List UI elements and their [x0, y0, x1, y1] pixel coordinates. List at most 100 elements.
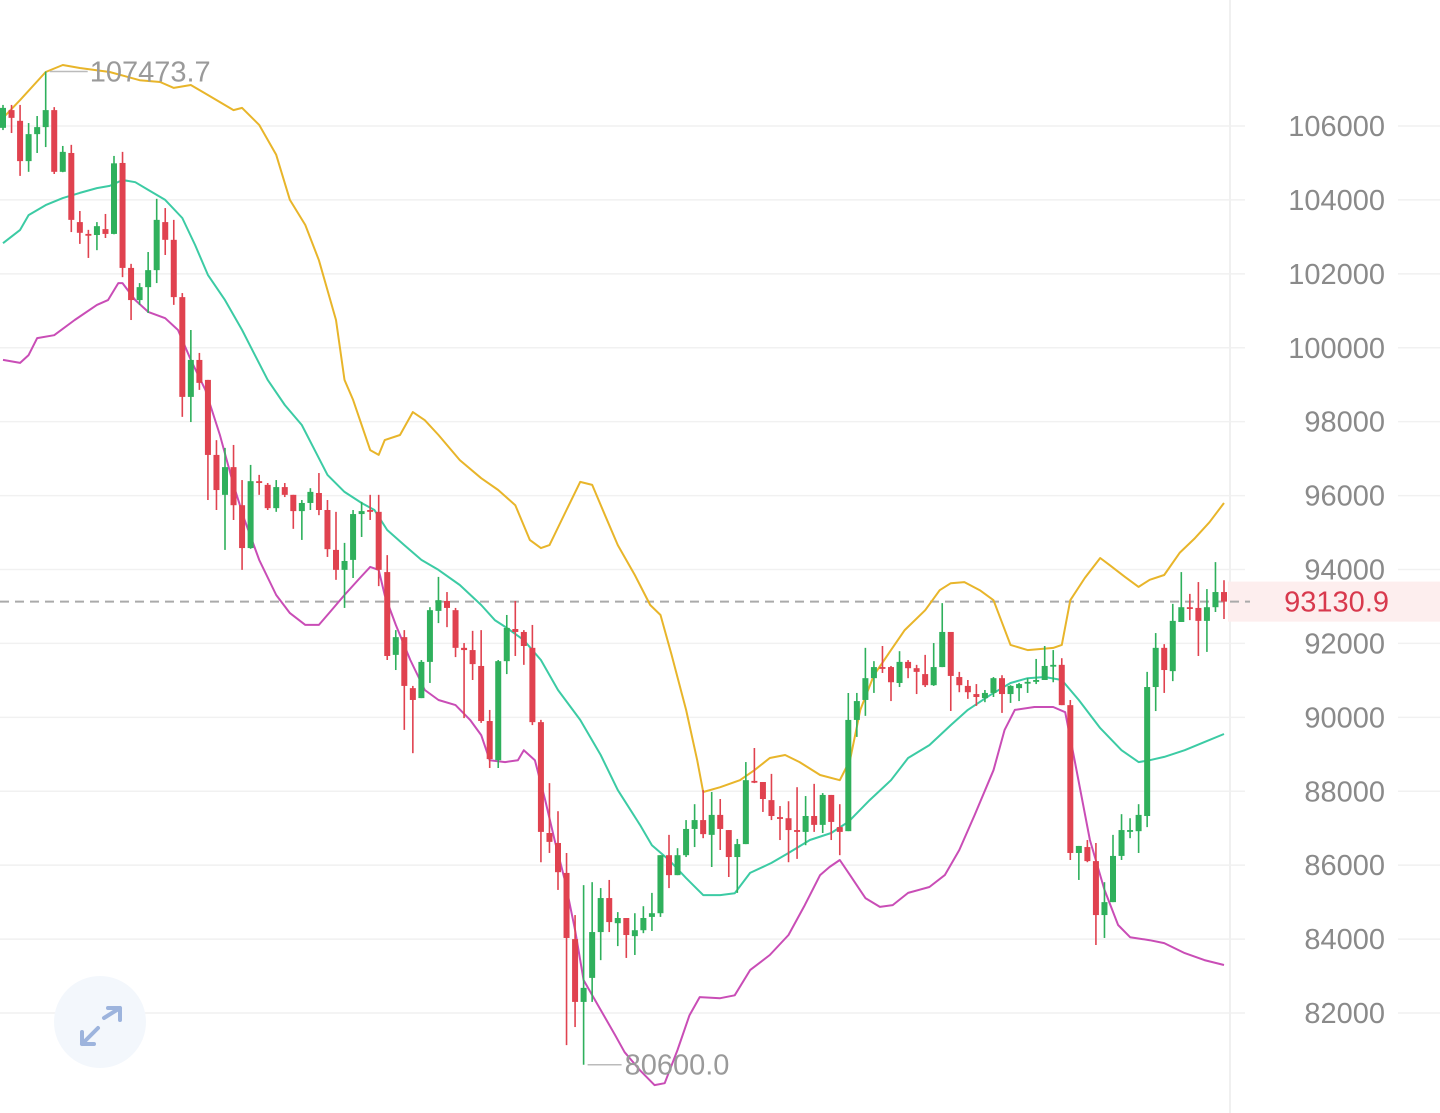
candle-down — [1186, 593, 1193, 621]
candle-up — [990, 677, 997, 698]
candle-body — [401, 637, 408, 686]
candle-down — [401, 630, 408, 730]
candle-body — [725, 830, 732, 858]
candle-up — [845, 692, 852, 832]
candle-down — [204, 379, 211, 501]
y-tick-label: 82000 — [1304, 998, 1385, 1030]
candle-body — [0, 107, 6, 128]
candle-down — [913, 664, 920, 695]
candle-up — [341, 542, 348, 608]
candle-down — [947, 631, 954, 712]
candle-body — [196, 359, 203, 383]
candle-down — [725, 830, 732, 877]
candle-down — [999, 675, 1005, 713]
candle-body — [648, 913, 655, 917]
candle-body — [717, 814, 724, 829]
candle-up — [0, 104, 6, 131]
candle-up — [580, 885, 587, 1065]
candle-body — [802, 816, 809, 832]
candle-down — [922, 654, 929, 688]
candle-up — [1178, 572, 1185, 622]
candle-down — [811, 783, 818, 832]
upper-band-line — [2, 64, 1225, 793]
candle-up — [273, 480, 280, 512]
candle-body — [922, 674, 929, 686]
candle-body — [580, 987, 587, 1002]
candle-body — [870, 667, 877, 679]
candle-up — [1118, 814, 1125, 860]
y-tick-label: 84000 — [1304, 924, 1385, 956]
min-price-label: 80600.0 — [625, 1050, 730, 1082]
candle-body — [315, 492, 322, 510]
candle-down — [1161, 644, 1168, 693]
candle-body — [520, 631, 527, 647]
candle-body — [435, 600, 442, 611]
candle-up — [648, 892, 655, 931]
y-tick-label: 96000 — [1304, 481, 1385, 513]
candle-body — [751, 780, 758, 783]
expand-button[interactable] — [54, 976, 146, 1068]
candle-body — [1203, 607, 1210, 621]
candle-body — [1092, 861, 1099, 916]
candle-body — [1033, 680, 1040, 682]
candle-body — [973, 694, 980, 698]
candle-up — [1144, 671, 1151, 828]
candle-down — [281, 483, 288, 498]
candle-down — [1195, 582, 1202, 656]
y-tick-label: 104000 — [1288, 185, 1385, 217]
y-tick-label: 92000 — [1304, 628, 1385, 660]
candle-body — [999, 678, 1005, 695]
last-price-label-bg — [1228, 581, 1440, 622]
candle-body — [1041, 665, 1048, 681]
middle-band-line — [2, 179, 1225, 897]
candle-up — [145, 252, 152, 314]
candle-up — [59, 145, 66, 173]
candle-body — [452, 610, 459, 648]
candle-body — [1058, 664, 1065, 706]
candle-body — [461, 647, 468, 651]
candle-down — [905, 660, 912, 679]
candle-body — [529, 647, 536, 723]
candle-body — [102, 229, 109, 234]
expand-button-bg[interactable] — [54, 976, 146, 1068]
candle-down — [179, 293, 186, 417]
candle-down — [529, 624, 536, 726]
candle-body — [290, 494, 297, 512]
candle-body — [1067, 705, 1074, 853]
candle-body — [341, 560, 348, 570]
candle-down — [17, 104, 24, 176]
candle-body — [1169, 620, 1176, 672]
candle-up — [111, 155, 117, 235]
candle-down — [1067, 699, 1074, 860]
candle-body — [119, 162, 126, 268]
candle-body — [742, 780, 749, 845]
candle-body — [17, 120, 24, 162]
candle-down — [230, 444, 237, 520]
candle-down — [128, 263, 135, 321]
candle-body — [1024, 681, 1031, 684]
candle-up — [1016, 682, 1023, 702]
candle-up — [734, 838, 741, 893]
candle-body — [307, 491, 314, 503]
candle-up — [640, 906, 647, 934]
candle-up — [418, 660, 425, 699]
candle-body — [691, 820, 698, 829]
candle-up — [1007, 685, 1014, 703]
candle-body — [1135, 814, 1142, 832]
candle-up — [34, 116, 41, 153]
candle-body — [1195, 607, 1202, 621]
candle-up — [503, 614, 510, 675]
candle-down — [68, 144, 75, 233]
candle-body — [631, 930, 638, 937]
candle-body — [828, 794, 835, 822]
candle-body — [1178, 607, 1185, 622]
candle-body — [298, 502, 305, 512]
candle-body — [572, 939, 579, 1002]
candle-up — [392, 630, 399, 671]
candle-up — [597, 888, 604, 961]
candle-up — [981, 689, 988, 703]
candle-down — [964, 680, 971, 699]
candle-body — [1152, 647, 1159, 688]
candle-up — [1203, 589, 1210, 652]
